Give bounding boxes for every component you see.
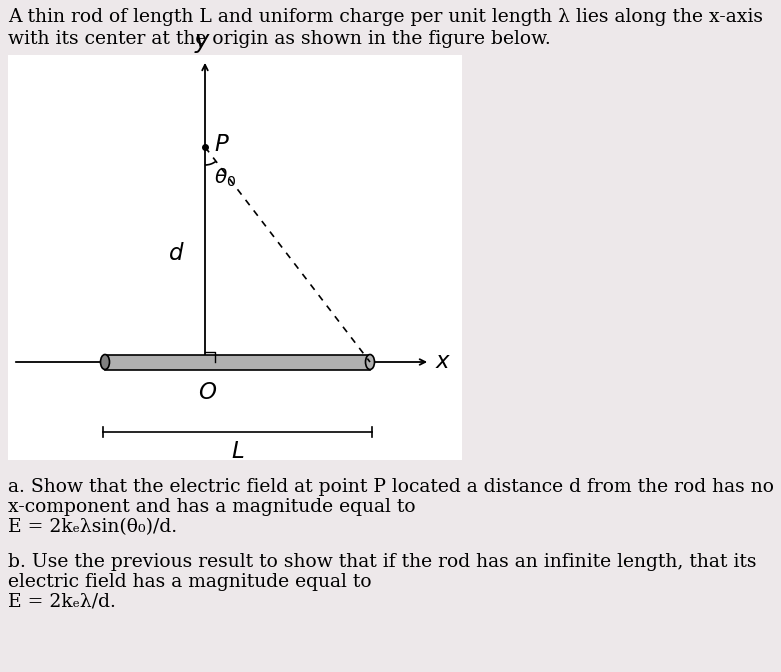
Text: $P$: $P$: [214, 134, 230, 156]
Text: electric field has a magnitude equal to: electric field has a magnitude equal to: [8, 573, 372, 591]
Text: $x$: $x$: [435, 351, 451, 373]
Text: $L$: $L$: [231, 441, 244, 463]
Text: $y$: $y$: [194, 32, 212, 55]
Text: $\theta_0$: $\theta_0$: [214, 167, 237, 190]
Text: E = 2kₑλsin(θ₀)/d.: E = 2kₑλsin(θ₀)/d.: [8, 518, 177, 536]
Text: $O$: $O$: [198, 382, 218, 404]
Bar: [8, 55, 462, 460]
Text: x-component and has a magnitude equal to: x-component and has a magnitude equal to: [8, 498, 415, 516]
Text: $d$: $d$: [169, 243, 185, 265]
Text: b. Use the previous result to show that if the rod has an infinite length, that : b. Use the previous result to show that …: [8, 553, 757, 571]
Text: E = 2kₑλ/d.: E = 2kₑλ/d.: [8, 593, 116, 611]
Ellipse shape: [101, 355, 109, 370]
Bar: [105, 355, 370, 370]
Ellipse shape: [366, 355, 375, 370]
Text: A thin rod of length L and uniform charge per unit length λ lies along the x-axi: A thin rod of length L and uniform charg…: [8, 8, 763, 26]
Text: with its center at the origin as shown in the figure below.: with its center at the origin as shown i…: [8, 30, 551, 48]
Text: a. Show that the electric field at point P located a distance d from the rod has: a. Show that the electric field at point…: [8, 478, 774, 496]
